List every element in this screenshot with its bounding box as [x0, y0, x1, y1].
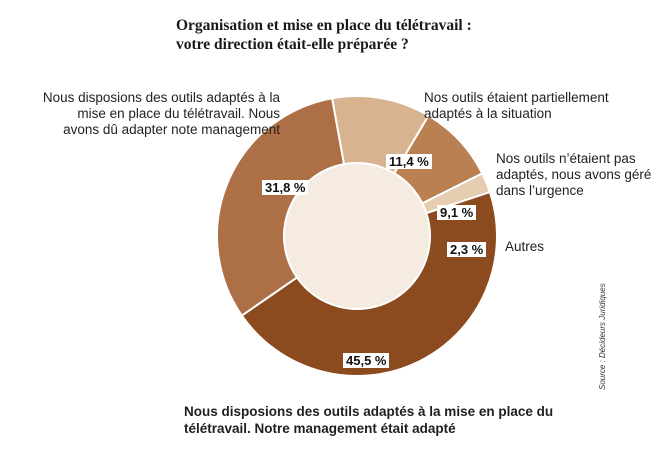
- category-label-adapter-management: Nous disposions des outils adaptés à la …: [42, 90, 280, 137]
- donut-hole: [285, 164, 429, 308]
- donut-slice-4: [216, 97, 346, 317]
- category-label-autres: Autres: [505, 239, 545, 254]
- category-label-partiellement: Nos outils étaient partiellement adaptés…: [424, 90, 609, 121]
- source-note: Source : Décideurs Juridiques: [598, 283, 607, 390]
- category-label-pas-adaptes: Nos outils n’étaient pas adaptés, nous a…: [496, 151, 652, 198]
- chart-title-line-1: Organisation et mise en place du télétra…: [176, 17, 472, 34]
- data-label-2-3: 2,3 %: [447, 242, 487, 257]
- data-label-11-4: 11,4 %: [386, 154, 432, 169]
- donut-slice-3: [240, 190, 498, 377]
- category-label-management-adapte: Nous disposions des outils adaptés à la …: [184, 404, 554, 436]
- data-label-9-1: 9,1 %: [437, 205, 477, 220]
- chart-title: Organisation et mise en place du télétra…: [176, 16, 556, 54]
- data-label-45-5: 45,5 %: [343, 353, 390, 368]
- data-label-31-8: 31,8 %: [262, 180, 309, 195]
- chart-title-line-2: votre direction était-elle préparée ?: [176, 36, 409, 53]
